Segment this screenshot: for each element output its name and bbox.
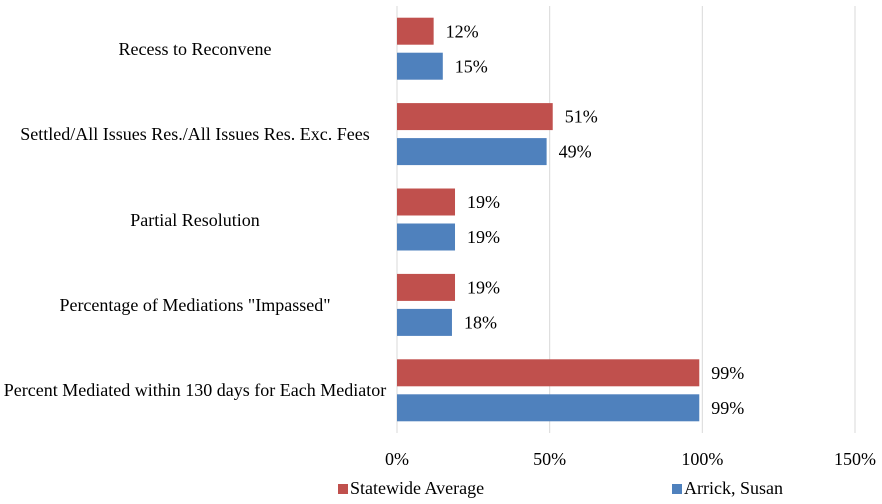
legend-label: Arrick, Susan: [684, 478, 783, 498]
value-label: 51%: [565, 107, 598, 127]
category-label: Percent Mediated within 130 days for Eac…: [3, 380, 387, 401]
bar: [397, 223, 456, 251]
category-label: Partial Resolution: [130, 209, 260, 230]
x-tick-label: 50%: [533, 449, 566, 469]
value-label: 19%: [467, 192, 500, 212]
bar: [397, 308, 452, 336]
x-tick-label: 150%: [834, 449, 876, 469]
bar: [397, 273, 456, 301]
category-label: Settled/All Issues Res./All Issues Res. …: [20, 124, 370, 145]
legend-swatch: [338, 484, 348, 494]
bar: [397, 359, 700, 387]
x-tick-label: 0%: [385, 449, 409, 469]
value-label: 19%: [467, 278, 500, 298]
bar: [397, 138, 547, 166]
legend-swatch: [672, 484, 682, 494]
value-label: 99%: [711, 363, 744, 383]
value-label: 19%: [467, 227, 500, 247]
value-label: 99%: [711, 398, 744, 418]
bar: [397, 188, 456, 216]
value-label: 49%: [559, 142, 592, 162]
bar: [397, 394, 700, 422]
legend-label: Statewide Average: [350, 478, 484, 498]
category-label: Recess to Reconvene: [118, 38, 272, 59]
bar: [397, 103, 553, 131]
value-label: 15%: [455, 56, 488, 76]
category-label: Percentage of Mediations "Impassed": [59, 294, 331, 315]
value-label: 18%: [464, 313, 497, 333]
x-tick-label: 100%: [681, 449, 723, 469]
bar: [397, 52, 443, 80]
bar: [397, 17, 434, 45]
value-label: 12%: [446, 21, 479, 41]
